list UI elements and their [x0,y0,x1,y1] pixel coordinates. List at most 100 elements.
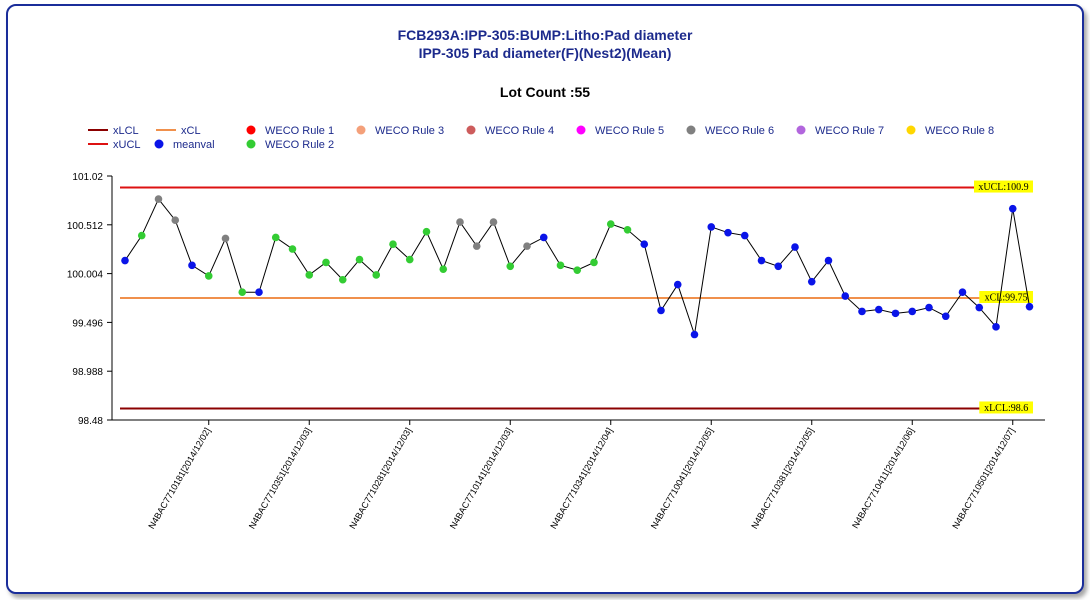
legend-swatch-meanval [154,139,164,149]
data-point [657,306,665,315]
data-point [238,288,247,297]
x-tick-label: N4BAC7710411[2014/12/06] [850,426,916,530]
data-point [456,218,464,226]
data-point [623,225,632,234]
cl-line-label: xCL:99.75 [985,293,1028,304]
legend-label-weco-rule-7: WECO Rule 7 [815,125,884,137]
data-point [221,234,230,243]
legend-label-weco-rule-2: WECO Rule 2 [265,139,334,151]
chart-subtitle: IPP-305 Pad diameter(F)(Nest2)(Mean) [418,45,672,61]
lot-count: Lot Count :55 [499,84,591,100]
legend-label-xcl: xCL [181,125,201,137]
data-point [690,330,699,339]
y-tick-label: 98.988 [72,367,103,378]
data-point [975,303,984,312]
x-tick-label: N4BAC7710501[2014/12/07] [950,426,1016,531]
data-point [1008,204,1017,213]
data-point [757,256,766,265]
data-point [774,262,783,271]
data-point [439,265,448,273]
data-point [673,280,682,289]
data-point [556,261,565,270]
data-point [791,243,799,251]
legend-label-weco-rule-6: WECO Rule 6 [705,125,774,137]
data-point [841,292,850,300]
data-point [204,272,213,280]
data-point [121,256,129,265]
legend-swatch-weco-rule-6 [686,125,696,135]
ucl-line-label: xUCL:100.9 [978,182,1028,193]
legend-label-xlcl: xLCL [113,125,139,137]
data-point [271,233,280,242]
legend-label-xucl: xUCL [113,139,141,151]
x-tick-label: N4BAC7710341[2014/12/04] [548,426,614,531]
y-tick-label: 99.496 [72,318,103,329]
data-point [506,262,515,271]
legend-label-weco-rule-5: WECO Rule 5 [595,125,664,137]
data-point [523,242,531,250]
data-point [171,216,180,224]
data-point [472,242,481,250]
data-point [305,271,314,279]
legend-swatch-weco-rule-2 [246,139,256,149]
data-point [858,307,866,316]
legend-swatch-weco-rule-5 [576,125,586,135]
y-tick-label: 101.02 [72,172,103,183]
data-point [338,275,347,284]
data-point [539,233,548,242]
data-point [941,312,950,321]
legend-swatch-weco-rule-3 [356,125,366,135]
legend-swatch-weco-rule-8 [906,125,916,135]
legend-label-weco-rule-4: WECO Rule 4 [485,125,554,137]
data-point [1025,302,1034,311]
chart-title: FCB293A:IPP-305:BUMP:Litho:Pad diameter [397,27,693,43]
data-point [322,258,330,267]
data-point [740,231,749,240]
y-tick-label: 100.004 [67,270,104,281]
data-point [288,245,297,253]
data-point [807,277,816,286]
data-point [188,261,196,270]
legend-swatch-weco-rule-1 [246,125,256,135]
data-point [925,303,933,312]
legend-label-weco-rule-3: WECO Rule 3 [375,125,444,137]
data-point [606,220,615,228]
data-point [640,240,649,249]
lcl-line-label-bg [979,401,1033,414]
legend-swatch-weco-rule-7 [796,125,806,135]
legend-label-weco-rule-1: WECO Rule 1 [265,125,334,137]
data-point [372,271,381,279]
data-point [724,228,732,237]
lcl-line-label: xLCL:98.6 [984,403,1028,414]
cl-line-label-bg [979,291,1033,303]
data-point [707,223,716,231]
x-tick-label: N4BAC7710351[2014/12/03] [247,426,313,531]
data-point [824,256,833,265]
y-tick-label: 98.48 [78,416,103,427]
data-point [389,240,397,249]
x-tick-label: N4BAC7710141[2014/12/03] [448,426,514,531]
data-point [154,195,163,203]
y-tick-label: 100.512 [67,221,104,232]
data-point [958,288,967,297]
data-point [255,288,263,297]
legend-label-weco-rule-8: WECO Rule 8 [925,125,994,137]
data-point [355,255,364,264]
data-point [992,323,1000,331]
data-point [590,258,598,267]
data-point [891,309,900,318]
data-point [874,305,883,314]
x-tick-label: N4BAC7710381[2014/12/05] [749,426,815,531]
x-tick-label: N4BAC7710041[2014/12/05] [649,426,715,531]
data-point [405,255,414,264]
data-point [422,227,431,236]
legend-label-meanval: meanval [173,139,215,151]
x-tick-label: N4BAC7710281[2014/12/03] [347,426,413,531]
data-point [573,266,582,274]
legend-swatch-weco-rule-4 [466,125,476,135]
data-point [489,218,498,226]
data-point [137,231,146,240]
data-point [908,307,917,316]
x-tick-label: N4BAC7710181[2014/12/02] [146,426,212,531]
